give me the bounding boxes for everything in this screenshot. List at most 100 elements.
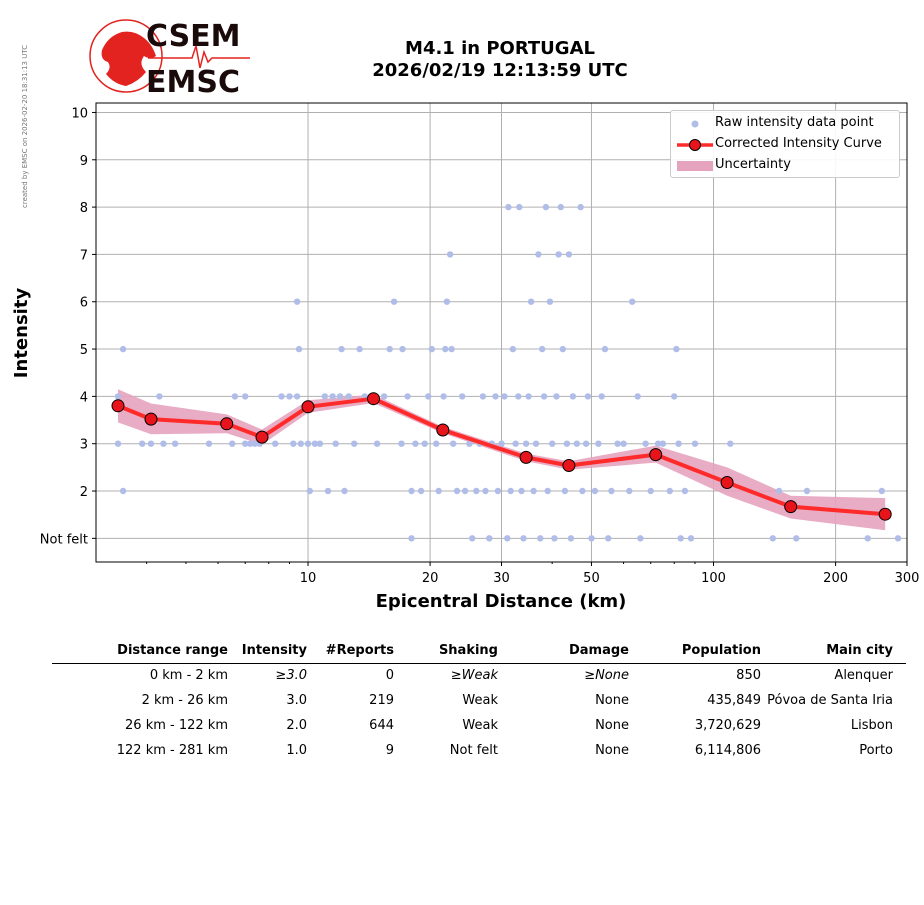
raw-point-50 — [412, 440, 419, 447]
raw-point-129 — [647, 487, 654, 495]
cell-population: 850 — [736, 668, 761, 683]
raw-point-85 — [518, 487, 525, 495]
raw-point-116 — [591, 487, 599, 495]
cell-intensity: 2.0 — [286, 718, 307, 733]
legend-curve-marker — [689, 139, 701, 151]
cell-city: Póvoa de Santa Iria — [767, 693, 893, 708]
y-tick-label-4: 5 — [80, 343, 88, 358]
raw-point-76 — [498, 440, 505, 447]
raw-point-74 — [492, 393, 499, 400]
raw-point-126 — [634, 393, 641, 400]
raw-point-19 — [286, 393, 293, 400]
y-tick-label-7: 8 — [80, 201, 88, 216]
cell-population: 435,849 — [707, 693, 761, 708]
raw-point-83 — [515, 393, 522, 400]
raw-point-64 — [459, 393, 466, 400]
curve-point-8 — [562, 459, 576, 472]
emsc-logo: CSEM EMSC — [89, 19, 250, 98]
cell-shaking: Weak — [462, 693, 498, 708]
cell-reports: 219 — [369, 693, 394, 708]
x-tick-label-2: 30 — [493, 571, 510, 586]
cell-city: Alenquer — [834, 668, 893, 683]
chart-title: M4.1 in PORTUGAL 2026/02/19 12:13:59 UTC — [300, 38, 700, 82]
raw-point-25 — [304, 440, 312, 447]
raw-point-140 — [727, 440, 734, 447]
raw-point-122 — [614, 440, 621, 447]
globe-map-icon — [101, 31, 156, 87]
raw-point-26 — [306, 487, 313, 495]
raw-point-144 — [803, 487, 811, 495]
raw-point-30 — [324, 487, 332, 495]
cell-damage: None — [595, 693, 629, 708]
cell-range: 2 km - 26 km — [141, 693, 228, 708]
raw-point-79 — [505, 203, 512, 211]
raw-point-27 — [311, 440, 319, 447]
legend-raw: Raw intensity data point — [671, 113, 899, 133]
raw-point-138 — [687, 535, 695, 542]
header-shaking: Shaking — [438, 643, 498, 658]
cell-damage: ≥None — [584, 668, 629, 683]
raw-points — [114, 203, 902, 542]
raw-point-17 — [272, 440, 279, 447]
cell-shaking: Weak — [462, 718, 498, 733]
uncertainty-band — [118, 389, 886, 531]
legend-curve: Corrected Intensity Curve — [671, 134, 899, 154]
raw-point-33 — [336, 393, 344, 400]
raw-point-127 — [637, 535, 644, 542]
table-row: 26 km - 122 km 2.0 644 Weak None 3,720,629 Lis… — [52, 715, 906, 737]
cell-damage: None — [595, 743, 629, 758]
table-row: 122 km - 281 km 1.0 9 Not felt None 6,114,806… — [52, 740, 906, 762]
raw-point-139 — [691, 440, 699, 447]
cell-intensity: ≥3.0 — [275, 668, 307, 683]
raw-point-134 — [673, 345, 680, 353]
curve-point-12 — [878, 507, 892, 521]
raw-point-0 — [114, 393, 122, 400]
raw-point-115 — [588, 535, 595, 542]
raw-point-81 — [509, 345, 517, 353]
header-city: Main city — [826, 643, 893, 658]
raw-point-35 — [341, 487, 348, 495]
raw-point-117 — [595, 440, 602, 447]
x-tick-label-4: 100 — [701, 571, 726, 586]
raw-point-37 — [351, 440, 358, 447]
raw-point-34 — [338, 345, 345, 353]
raw-point-125 — [629, 298, 636, 305]
chart-legend: Raw intensity data point Corrected Inten… — [670, 110, 900, 178]
curve-point-10 — [720, 476, 734, 489]
raw-point-102 — [555, 251, 562, 258]
raw-point-95 — [540, 393, 548, 400]
y-tick-label-9: 10 — [71, 106, 88, 121]
raw-point-66 — [466, 440, 473, 447]
raw-point-108 — [567, 535, 575, 542]
raw-point-45 — [398, 440, 405, 447]
raw-point-44 — [390, 298, 398, 305]
raw-point-118 — [598, 393, 605, 400]
raw-point-113 — [582, 440, 590, 447]
logo-csem: CSEM — [146, 19, 241, 54]
curve-point-1 — [144, 412, 158, 426]
cell-range: 0 km - 2 km — [149, 668, 228, 683]
curve-point-5 — [367, 392, 380, 406]
table-header: Distance range Intensity #Reports Shakin… — [52, 640, 906, 664]
raw-point-111 — [577, 203, 584, 211]
legend-band-swatch — [677, 161, 713, 171]
cell-population: 3,720,629 — [694, 718, 761, 733]
raw-point-23 — [295, 345, 303, 353]
header-distance: Distance range — [117, 643, 228, 658]
raw-point-120 — [605, 535, 612, 542]
cell-range: 26 km - 122 km — [125, 718, 228, 733]
y-tick-label-3: 4 — [80, 390, 88, 405]
raw-point-114 — [584, 393, 592, 400]
raw-point-97 — [544, 487, 551, 495]
raw-point-84 — [516, 203, 523, 211]
raw-point-130 — [654, 440, 662, 447]
legend-band-label: Uncertainty — [715, 157, 791, 172]
raw-point-75 — [494, 487, 502, 495]
raw-point-18 — [278, 393, 285, 400]
cell-reports: 644 — [369, 718, 394, 733]
raw-point-52 — [421, 440, 428, 447]
raw-point-21 — [293, 393, 301, 400]
intensity-chart: Not felt 2 3 4 5 6 7 8 9 10 10 20 30 50 100 200 300 Epic… — [11, 102, 919, 612]
raw-point-103 — [557, 203, 564, 211]
cell-shaking: ≥Weak — [450, 668, 498, 683]
